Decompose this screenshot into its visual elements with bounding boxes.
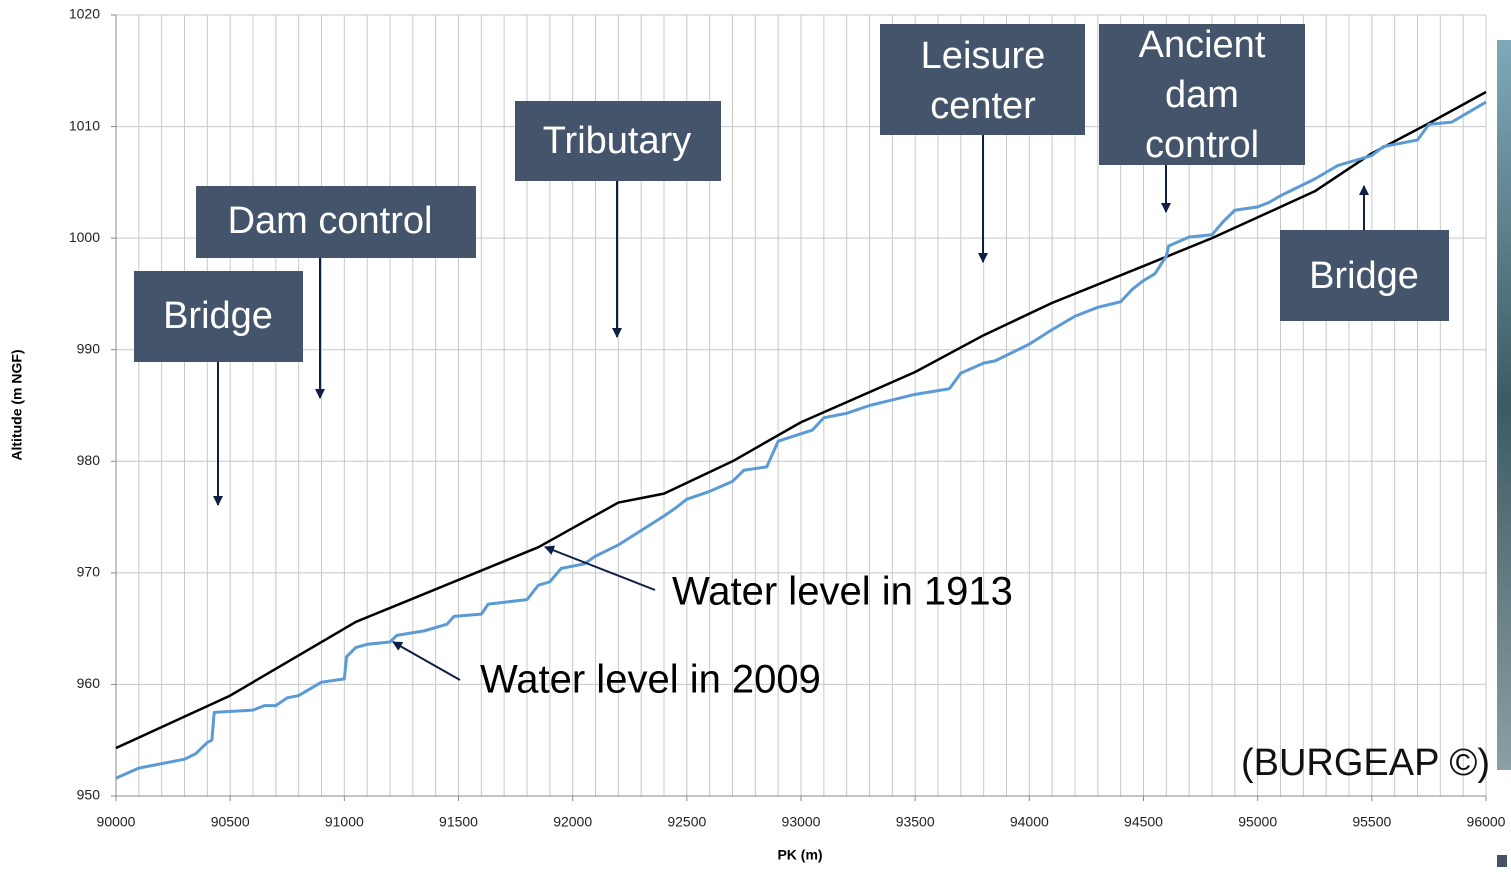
label-arrow bbox=[544, 545, 656, 591]
annotation-box bbox=[1280, 230, 1449, 321]
corner-mark bbox=[1497, 855, 1507, 867]
series-line bbox=[115, 90, 1487, 750]
annotation-box bbox=[1099, 24, 1305, 165]
annotation-text: Ancient bbox=[1139, 24, 1266, 66]
annotation-text: Bridge bbox=[1309, 255, 1419, 297]
photo-strip bbox=[1497, 40, 1511, 770]
label-arrow bbox=[392, 641, 461, 681]
x-tick-label: 92500 bbox=[667, 814, 706, 830]
y-axis-title: Altitude (m NGF) bbox=[9, 349, 25, 460]
annotation-text: Leisure bbox=[921, 35, 1046, 77]
x-axis-title: PK (m) bbox=[777, 847, 822, 863]
x-tick-label: 94000 bbox=[1010, 814, 1049, 830]
annotation-text: Bridge bbox=[163, 295, 273, 337]
series-line bbox=[115, 100, 1487, 780]
x-tick-label: 91500 bbox=[439, 814, 478, 830]
credit: (BURGEAP ©) bbox=[1241, 742, 1490, 784]
annotation-box bbox=[515, 101, 721, 181]
annotation-text: Tributary bbox=[543, 120, 692, 162]
y-tick-label: 980 bbox=[77, 452, 101, 468]
x-tick-label: 95500 bbox=[1352, 814, 1391, 830]
x-tick-label: 91000 bbox=[325, 814, 364, 830]
annotation-box bbox=[134, 271, 303, 362]
series-label: Water level in 1913 bbox=[672, 570, 1013, 614]
annotation-text: control bbox=[1145, 124, 1259, 166]
series-label: Water level in 2009 bbox=[480, 658, 821, 702]
y-tick-label: 1010 bbox=[69, 117, 100, 133]
y-tick-label: 990 bbox=[77, 340, 101, 356]
x-tick-label: 90000 bbox=[97, 814, 136, 830]
y-tick-label: 1000 bbox=[69, 229, 100, 245]
y-tick-label: 960 bbox=[77, 675, 101, 691]
annotation-text: Dam control bbox=[228, 200, 433, 242]
annotation-box bbox=[196, 186, 476, 258]
y-tick-label: 1020 bbox=[69, 6, 100, 22]
x-tick-label: 93000 bbox=[782, 814, 821, 830]
y-tick-label: 970 bbox=[77, 564, 101, 580]
annotation-text: center bbox=[930, 85, 1036, 127]
x-tick-label: 93500 bbox=[896, 814, 935, 830]
annotation-box bbox=[880, 24, 1085, 135]
x-tick-label: 94500 bbox=[1124, 814, 1163, 830]
x-tick-label: 96000 bbox=[1467, 814, 1506, 830]
annotation-text: dam bbox=[1165, 74, 1239, 116]
y-tick-label: 950 bbox=[77, 787, 101, 803]
x-tick-label: 90500 bbox=[211, 814, 250, 830]
x-tick-label: 95000 bbox=[1238, 814, 1277, 830]
x-tick-label: 92000 bbox=[553, 814, 592, 830]
